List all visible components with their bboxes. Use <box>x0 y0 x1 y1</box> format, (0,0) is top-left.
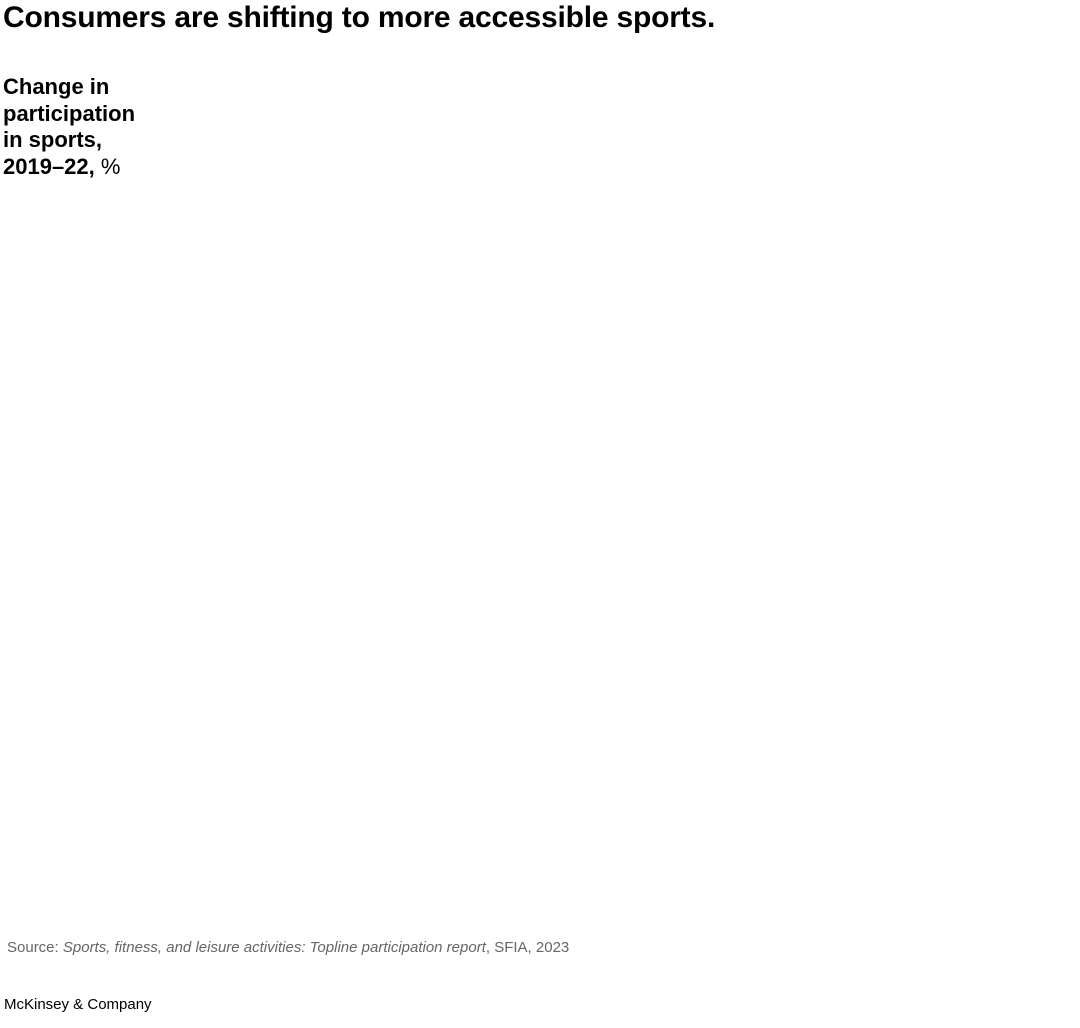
chart-svg <box>3 200 1073 920</box>
source-prefix: Source: <box>7 939 63 956</box>
source-suffix: , SFIA, 2023 <box>485 939 570 956</box>
brand-logo-text: McKinsey & Company <box>4 996 152 1013</box>
chart-title: Consumers are shifting to more accessibl… <box>3 1 716 34</box>
source-note: Source: Sports, fitness, and leisure act… <box>7 939 569 957</box>
subtitle-text: Change in participation in sports, 2019–… <box>3 74 136 179</box>
subtitle-unit: % <box>100 153 121 179</box>
chart-plot-area <box>3 200 1073 920</box>
chart-subtitle: Change in participation in sports, 2019–… <box>3 74 153 180</box>
source-title: Sports, fitness, and leisure activities:… <box>62 939 486 956</box>
